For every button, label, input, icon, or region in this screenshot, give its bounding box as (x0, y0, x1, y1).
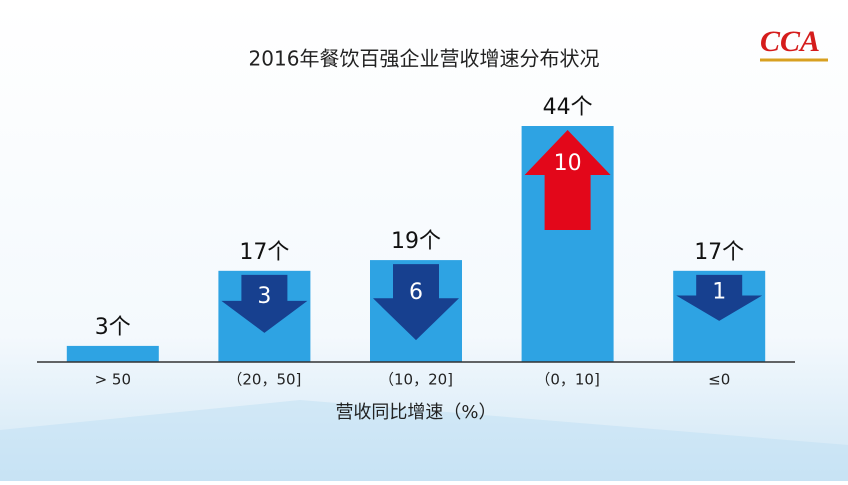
change-arrow (373, 264, 459, 341)
change-label: 1 (712, 279, 726, 304)
x-axis-label: 营收同比增速（%） (335, 402, 496, 423)
value-label: 3个 (95, 315, 131, 340)
bar (66, 345, 159, 362)
x-tick-label: （0，10] (535, 371, 599, 389)
background-wave (0, 400, 848, 481)
change-label: 6 (409, 280, 423, 305)
change-label: 10 (554, 151, 582, 176)
change-arrow (221, 274, 308, 333)
x-tick-label: > 50 (95, 371, 131, 389)
change-arrow (676, 274, 763, 321)
value-label: 17个 (694, 240, 744, 265)
change-arrow (524, 130, 611, 230)
chart-title: 2016年餐饮百强企业营收增速分布状况 (249, 47, 600, 71)
value-label: 19个 (391, 229, 441, 254)
value-label: 44个 (543, 95, 593, 120)
x-tick-label: （20，50] (227, 371, 301, 389)
value-label: 17个 (239, 240, 289, 265)
change-label: 3 (257, 284, 271, 309)
logo: CCA (760, 25, 820, 58)
x-tick-label: （10，20] (379, 371, 453, 389)
x-tick-label: ≤0 (708, 371, 730, 389)
